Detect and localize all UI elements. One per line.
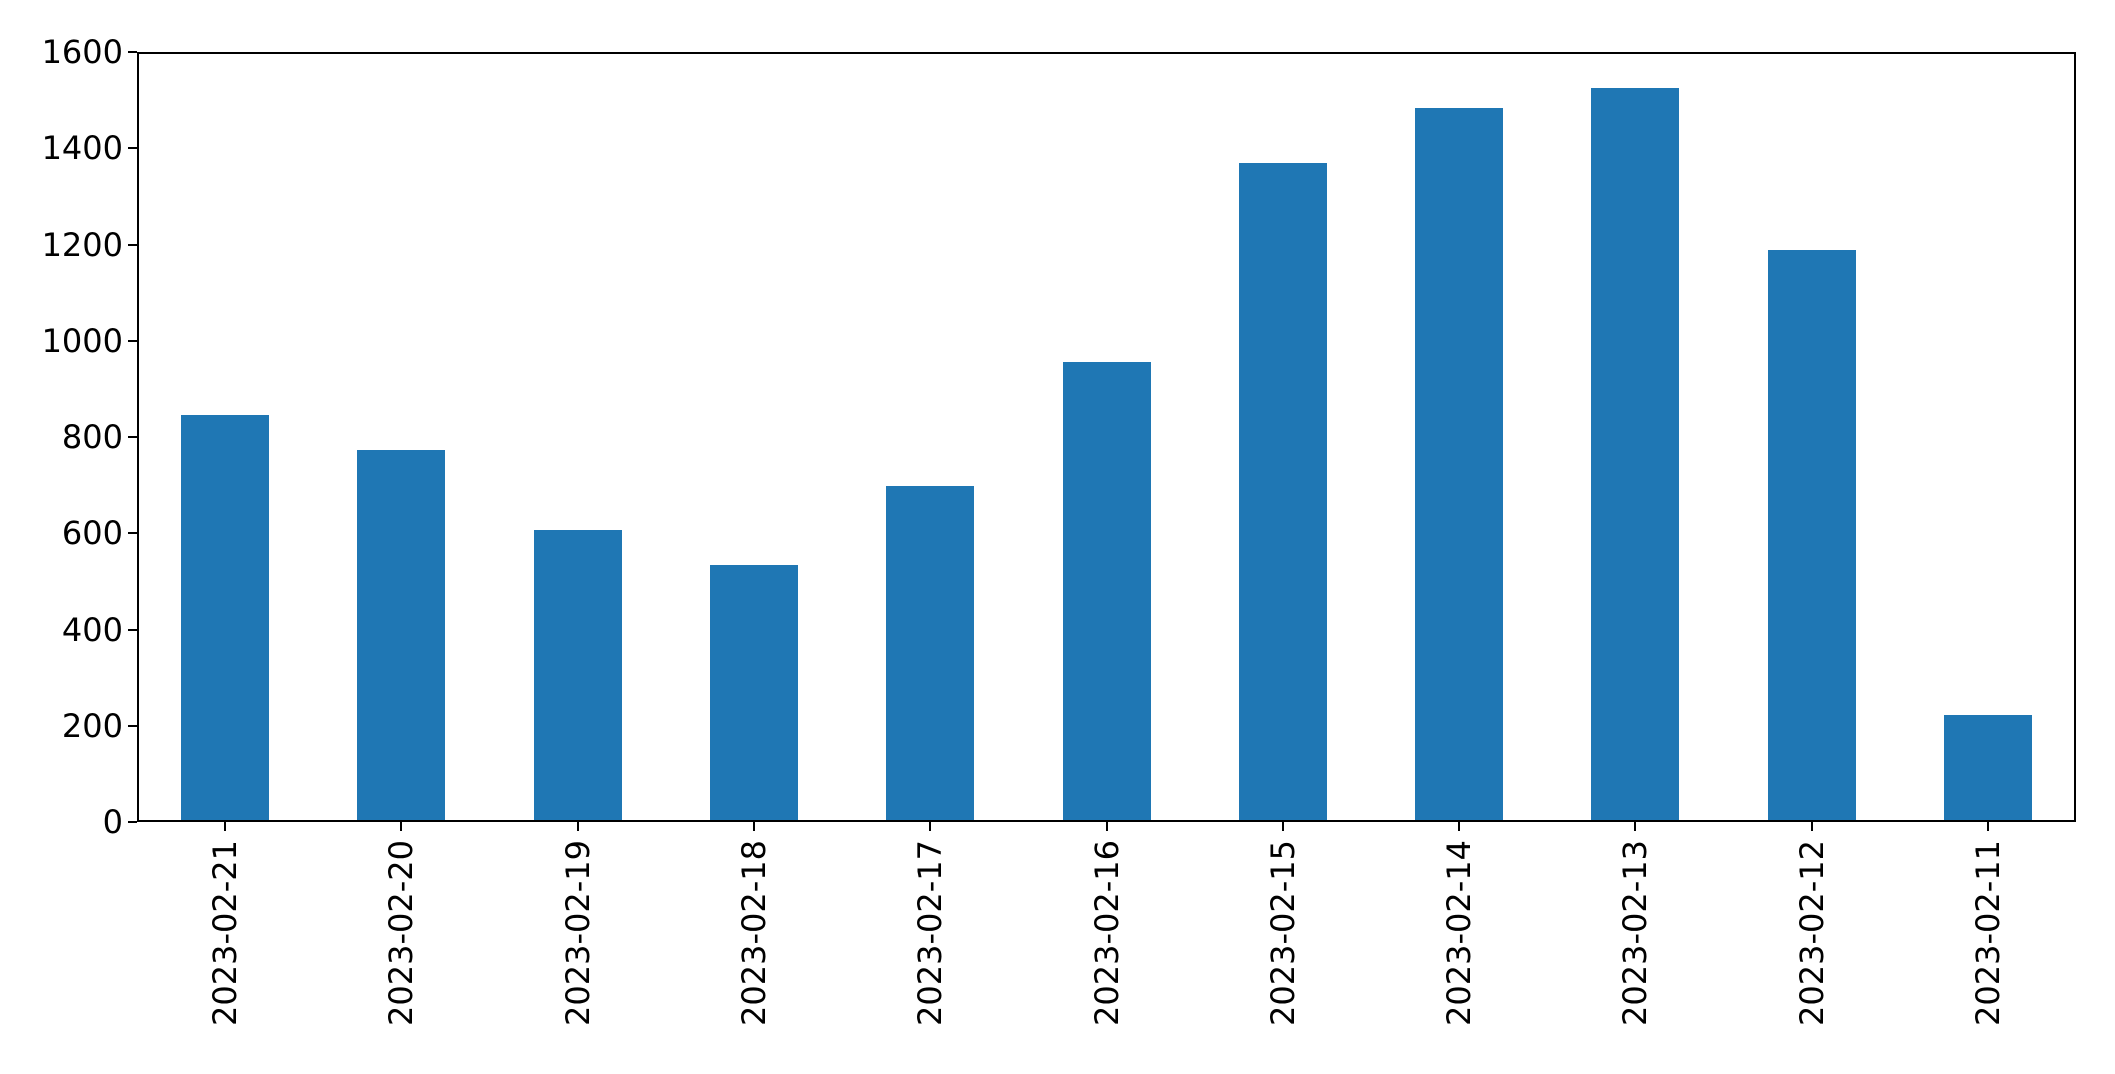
y-tick-label: 1000 [41, 322, 123, 360]
y-tick-label: 1600 [41, 33, 123, 71]
x-tick-label: 2023-02-21 [206, 840, 244, 1026]
x-tick-mark [1811, 822, 1813, 831]
bar-2023-02-20 [357, 450, 445, 822]
y-tick-mark [128, 629, 137, 631]
x-tick-mark [1106, 822, 1108, 831]
y-tick-label: 1200 [41, 226, 123, 264]
x-tick-mark [1458, 822, 1460, 831]
x-tick-label: 2023-02-20 [382, 840, 420, 1026]
x-tick-mark [1634, 822, 1636, 831]
y-tick-label: 200 [61, 707, 123, 745]
x-tick-label: 2023-02-12 [1793, 840, 1831, 1026]
y-tick-label: 400 [61, 611, 123, 649]
y-tick-mark [128, 725, 137, 727]
y-tick-mark [128, 821, 137, 823]
y-tick-mark [128, 436, 137, 438]
y-tick-mark [128, 51, 137, 53]
bar-2023-02-21 [181, 415, 269, 822]
x-tick-label: 2023-02-18 [735, 840, 773, 1026]
y-tick-label: 600 [61, 514, 123, 552]
x-tick-mark [753, 822, 755, 831]
x-tick-mark [1282, 822, 1284, 831]
x-tick-mark [1987, 822, 1989, 831]
y-tick-mark [128, 340, 137, 342]
bar-2023-02-15 [1239, 163, 1327, 822]
bar-2023-02-19 [534, 530, 622, 822]
y-tick-label: 1400 [41, 129, 123, 167]
x-tick-label: 2023-02-16 [1088, 840, 1126, 1026]
y-tick-label: 0 [102, 803, 123, 841]
bar-2023-02-16 [1063, 362, 1151, 822]
x-tick-mark [224, 822, 226, 831]
x-tick-label: 2023-02-11 [1969, 840, 2007, 1026]
y-tick-label: 800 [61, 418, 123, 456]
x-tick-label: 2023-02-17 [911, 840, 949, 1026]
x-tick-label: 2023-02-13 [1616, 840, 1654, 1026]
bar-2023-02-17 [886, 486, 974, 822]
x-tick-label: 2023-02-19 [559, 840, 597, 1026]
bar-2023-02-11 [1944, 715, 2032, 822]
y-tick-mark [128, 244, 137, 246]
bar-2023-02-13 [1591, 88, 1679, 822]
x-tick-label: 2023-02-14 [1440, 840, 1478, 1026]
y-tick-mark [128, 147, 137, 149]
bar-2023-02-12 [1768, 250, 1856, 822]
bar-2023-02-14 [1415, 108, 1503, 822]
y-tick-mark [128, 532, 137, 534]
x-tick-mark [577, 822, 579, 831]
x-tick-mark [929, 822, 931, 831]
bar-2023-02-18 [710, 565, 798, 822]
x-tick-label: 2023-02-15 [1264, 840, 1302, 1026]
x-tick-mark [400, 822, 402, 831]
